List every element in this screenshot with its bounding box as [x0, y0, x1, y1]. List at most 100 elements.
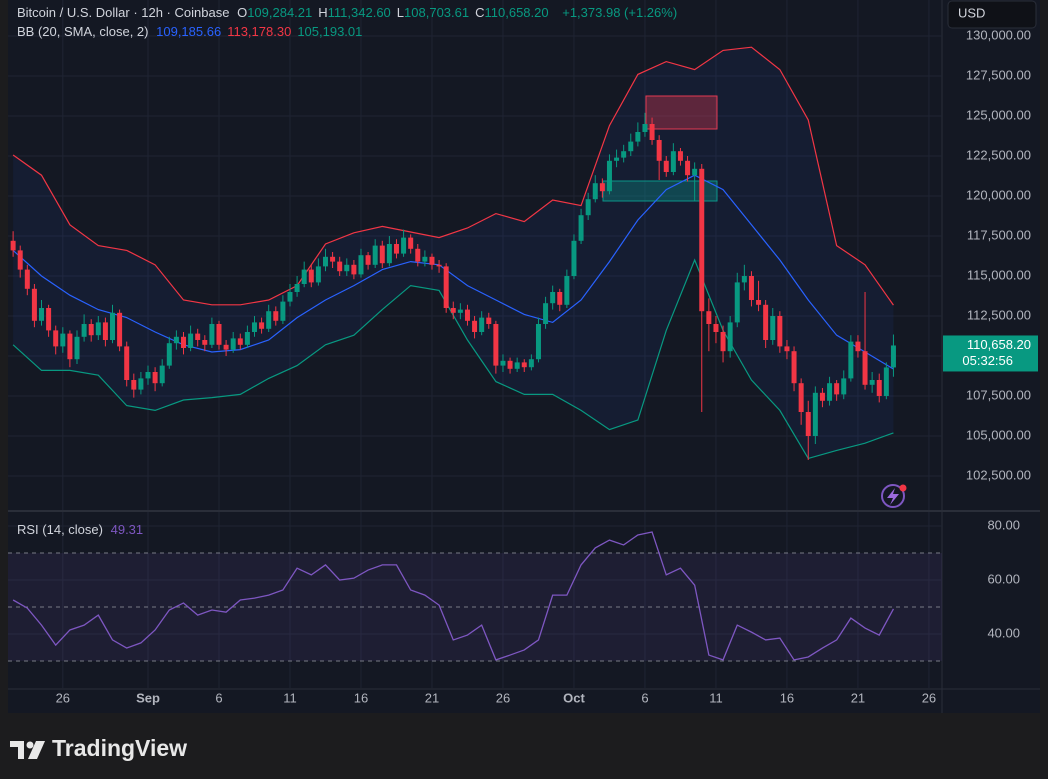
candle-body	[173, 336, 179, 344]
candle-body	[798, 383, 804, 412]
candle-body	[557, 292, 563, 305]
logo-text: TradingView	[52, 735, 187, 761]
y-tick-label: 112,500.00	[967, 307, 1031, 322]
ohlc-key: H	[318, 5, 328, 20]
candle-body	[486, 317, 492, 324]
bb-line	[12, 174, 894, 370]
candle-body	[81, 324, 87, 337]
candle-body	[805, 412, 811, 436]
candle-body	[848, 341, 854, 379]
candle-body	[834, 383, 840, 395]
candle-body	[315, 266, 321, 283]
candle-body	[656, 140, 662, 161]
candle-body	[251, 322, 257, 332]
candle-body	[500, 360, 506, 366]
candle-body	[379, 245, 385, 264]
candle-body	[365, 255, 371, 265]
candle-body	[677, 151, 683, 161]
candle-body	[188, 333, 194, 348]
candle-body	[649, 124, 655, 140]
candle-body	[131, 380, 137, 390]
rsi-label: RSI (14, close)	[17, 522, 103, 537]
candle-body	[464, 309, 470, 321]
candle-body	[337, 261, 343, 272]
candle-body	[770, 316, 776, 340]
x-tick-label: 6	[215, 690, 222, 705]
x-tick-label: 26	[496, 690, 510, 705]
candle-body	[322, 256, 328, 267]
bb-line	[12, 46, 894, 306]
candle-body	[564, 276, 570, 305]
candle-body	[812, 392, 818, 436]
candle-body	[237, 338, 243, 345]
candle-body	[592, 183, 598, 200]
candle-body	[67, 333, 73, 360]
ohlc-key: O	[237, 5, 248, 20]
currency-button[interactable]	[947, 0, 1037, 29]
candle-body	[294, 284, 300, 292]
ohlc-key: L	[396, 5, 405, 20]
y-tick-label: 130,000.00	[966, 27, 1031, 42]
candle-body	[855, 341, 861, 352]
candle-body	[578, 215, 584, 241]
candle-body	[713, 324, 719, 332]
candle-body	[372, 245, 378, 265]
candle-body	[606, 160, 612, 192]
candle-body	[550, 292, 556, 304]
candle-body	[287, 292, 293, 302]
x-tick-label: 11	[709, 690, 723, 705]
y-tick-label: 115,000.00	[967, 267, 1031, 282]
y-tick-label: 127,500.00	[966, 67, 1031, 82]
candle-body	[450, 308, 456, 313]
candle-body	[819, 392, 825, 401]
rsi-legend: RSI (14, close) 49.31	[17, 522, 147, 537]
candle-body	[479, 317, 485, 332]
candle-body	[216, 324, 222, 345]
x-tick-label: 21	[851, 690, 865, 705]
candle-body	[727, 322, 733, 352]
x-tick-label: 6	[641, 690, 648, 705]
candle-body	[585, 199, 591, 216]
candle-body	[10, 240, 16, 251]
candle-body	[890, 345, 896, 368]
candle-body	[720, 332, 726, 352]
y-tick-label: 80.00	[987, 517, 1020, 532]
candle-body	[24, 269, 30, 289]
price-change: +1,373.98 (+1.26%)	[562, 5, 678, 20]
candle-body	[734, 282, 740, 323]
candle-body	[685, 160, 691, 176]
candle-body	[748, 276, 754, 300]
candle-body	[266, 311, 272, 329]
candle-body	[195, 333, 201, 340]
candle-body	[330, 256, 336, 262]
lightning-icon[interactable]	[881, 484, 907, 508]
candle-body	[876, 380, 882, 396]
bb-value: 113,178.30	[227, 24, 292, 39]
candle-body	[599, 183, 605, 192]
bb-value: 109,185.66	[156, 24, 222, 39]
price-pane	[10, 46, 896, 460]
candle-body	[663, 160, 669, 172]
candle-body	[166, 343, 172, 366]
candle-body	[145, 372, 151, 379]
x-tick-label: 16	[780, 690, 794, 705]
candle-body	[88, 324, 94, 336]
ohlc-value: 111,342.60	[327, 5, 391, 20]
rsi-value: 49.31	[110, 522, 144, 537]
candle-body	[472, 320, 478, 332]
candle-body	[95, 322, 101, 336]
symbol-header: Bitcoin / U.S. Dollar · 12h · Coinbase O…	[17, 5, 681, 20]
candle-body	[535, 324, 541, 360]
x-tick-label: 11	[283, 690, 297, 705]
candle-body	[17, 250, 23, 270]
rsi-pane	[8, 531, 942, 662]
candle-body	[521, 362, 527, 368]
candle-body	[741, 276, 747, 283]
candle-body	[351, 264, 357, 275]
ohlc-key: C	[475, 5, 485, 20]
candle-body	[784, 346, 790, 352]
candle-body	[457, 309, 463, 313]
ohlc-value: 108,703.61	[404, 5, 470, 20]
candle-body	[358, 255, 364, 275]
